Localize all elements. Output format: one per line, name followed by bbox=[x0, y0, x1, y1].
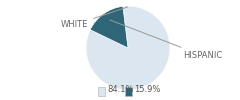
Text: 84.1%: 84.1% bbox=[107, 86, 133, 94]
Wedge shape bbox=[90, 6, 128, 48]
Text: WHITE: WHITE bbox=[61, 7, 128, 29]
FancyBboxPatch shape bbox=[98, 86, 105, 96]
Wedge shape bbox=[86, 6, 170, 90]
Text: HISPANIC: HISPANIC bbox=[110, 20, 222, 60]
Text: 15.9%: 15.9% bbox=[134, 86, 160, 94]
FancyBboxPatch shape bbox=[125, 86, 132, 96]
